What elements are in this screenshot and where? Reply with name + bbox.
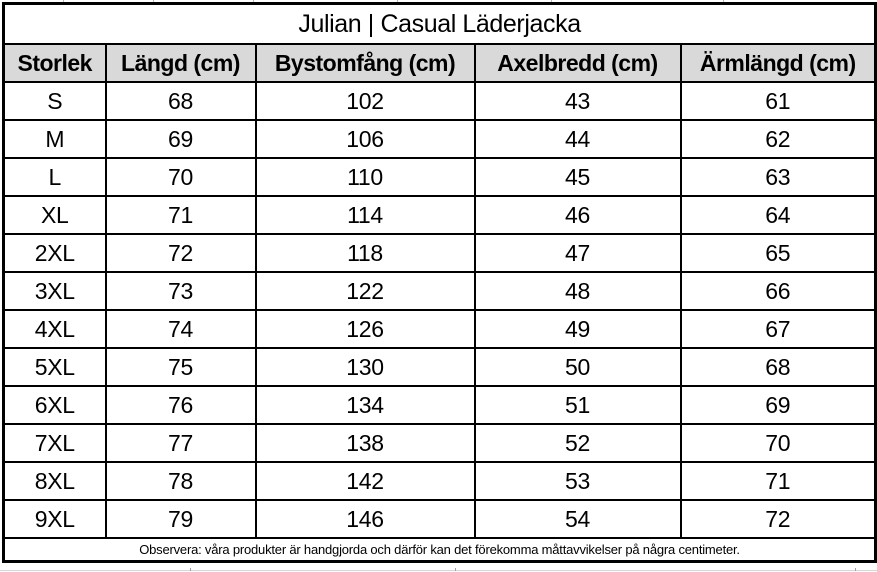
size-cell: L — [2, 157, 107, 197]
value-cell: 146 — [254, 499, 476, 539]
spreadsheet-gridline — [455, 568, 456, 571]
value-cell: 53 — [473, 461, 682, 501]
spreadsheet-gridline — [190, 568, 191, 571]
value-cell: 50 — [473, 347, 682, 387]
value-cell: 118 — [254, 233, 476, 273]
value-cell: 51 — [473, 385, 682, 425]
value-cell: 46 — [473, 195, 682, 235]
column-header: Längd (cm) — [104, 43, 257, 83]
size-cell: 6XL — [2, 385, 107, 425]
size-cell: 2XL — [2, 233, 107, 273]
value-cell: 142 — [254, 461, 476, 501]
value-cell: 130 — [254, 347, 476, 387]
spreadsheet-gridline — [253, 0, 254, 2]
table-row: 2XL 72 118 47 65 — [2, 233, 877, 273]
title-row: Julian | Casual Läderjacka — [2, 2, 877, 45]
value-cell: 47 — [473, 233, 682, 273]
value-cell: 64 — [679, 195, 877, 235]
value-cell: 72 — [104, 233, 257, 273]
value-cell: 79 — [104, 499, 257, 539]
value-cell: 75 — [104, 347, 257, 387]
value-cell: 62 — [679, 119, 877, 159]
value-cell: 78 — [104, 461, 257, 501]
table-row: S 68 102 43 61 — [2, 81, 877, 121]
value-cell: 73 — [104, 271, 257, 311]
size-chart: Julian | Casual Läderjacka Storlek Längd … — [2, 2, 877, 563]
value-cell: 45 — [473, 157, 682, 197]
spreadsheet-gridline — [63, 0, 64, 2]
value-cell: 69 — [679, 385, 877, 425]
spreadsheet-gridline — [153, 0, 154, 2]
table-row: 4XL 74 126 49 67 — [2, 309, 877, 349]
value-cell: 77 — [104, 423, 257, 463]
size-cell: XL — [2, 195, 107, 235]
table-row: M 69 106 44 62 — [2, 119, 877, 159]
value-cell: 74 — [104, 309, 257, 349]
value-cell: 43 — [473, 81, 682, 121]
column-header: Axelbredd (cm) — [473, 43, 682, 83]
size-cell: 8XL — [2, 461, 107, 501]
value-cell: 54 — [473, 499, 682, 539]
value-cell: 52 — [473, 423, 682, 463]
table-row: 9XL 79 146 54 72 — [2, 499, 877, 539]
value-cell: 102 — [254, 81, 476, 121]
size-chart-table: Julian | Casual Läderjacka Storlek Längd … — [2, 2, 877, 563]
table-row: 5XL 75 130 50 68 — [2, 347, 877, 387]
table-row: 3XL 73 122 48 66 — [2, 271, 877, 311]
size-cell: M — [2, 119, 107, 159]
footnote: Observera: våra produkter är handgjorda … — [2, 537, 877, 563]
size-cell: S — [2, 81, 107, 121]
size-cell: 5XL — [2, 347, 107, 387]
value-cell: 63 — [679, 157, 877, 197]
value-cell: 114 — [254, 195, 476, 235]
value-cell: 76 — [104, 385, 257, 425]
column-header: Ärmlängd (cm) — [679, 43, 877, 83]
value-cell: 138 — [254, 423, 476, 463]
column-header: Bystomfång (cm) — [254, 43, 476, 83]
size-cell: 7XL — [2, 423, 107, 463]
value-cell: 70 — [104, 157, 257, 197]
size-cell: 4XL — [2, 309, 107, 349]
value-cell: 110 — [254, 157, 476, 197]
value-cell: 65 — [679, 233, 877, 273]
value-cell: 67 — [679, 309, 877, 349]
table-row: 8XL 78 142 53 71 — [2, 461, 877, 501]
spreadsheet-gridline — [855, 568, 856, 571]
spreadsheet-gridline — [0, 570, 877, 571]
value-cell: 134 — [254, 385, 476, 425]
table-row: L 70 110 45 63 — [2, 157, 877, 197]
size-cell: 3XL — [2, 271, 107, 311]
spreadsheet-gridline — [551, 0, 552, 2]
value-cell: 49 — [473, 309, 682, 349]
value-cell: 71 — [104, 195, 257, 235]
table-title: Julian | Casual Läderjacka — [2, 2, 877, 45]
value-cell: 61 — [679, 81, 877, 121]
value-cell: 126 — [254, 309, 476, 349]
value-cell: 48 — [473, 271, 682, 311]
size-cell: 9XL — [2, 499, 107, 539]
value-cell: 71 — [679, 461, 877, 501]
value-cell: 66 — [679, 271, 877, 311]
value-cell: 70 — [679, 423, 877, 463]
table-row: XL 71 114 46 64 — [2, 195, 877, 235]
value-cell: 68 — [679, 347, 877, 387]
table-row: 6XL 76 134 51 69 — [2, 385, 877, 425]
spreadsheet-gridline — [723, 0, 724, 2]
header-row: Storlek Längd (cm) Bystomfång (cm) Axelbred… — [2, 43, 877, 83]
table-row: 7XL 77 138 52 70 — [2, 423, 877, 463]
value-cell: 69 — [104, 119, 257, 159]
value-cell: 44 — [473, 119, 682, 159]
value-cell: 122 — [254, 271, 476, 311]
value-cell: 106 — [254, 119, 476, 159]
value-cell: 68 — [104, 81, 257, 121]
column-header: Storlek — [2, 43, 107, 83]
value-cell: 72 — [679, 499, 877, 539]
spreadsheet-gridline — [397, 0, 398, 2]
footnote-row: Observera: våra produkter är handgjorda … — [2, 537, 877, 563]
